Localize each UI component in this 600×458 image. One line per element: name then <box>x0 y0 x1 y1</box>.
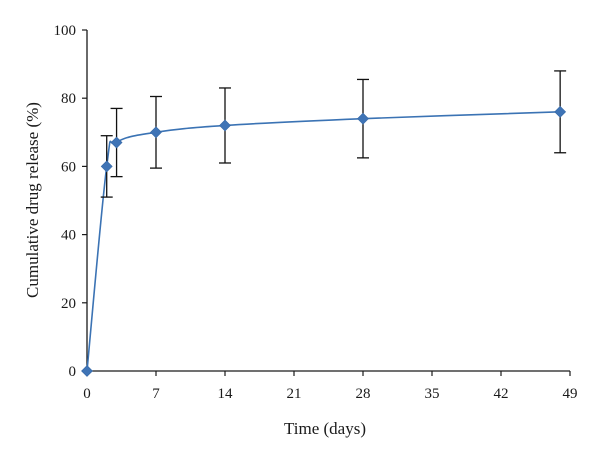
y-tick-label: 80 <box>61 91 76 107</box>
data-point <box>81 365 93 377</box>
y-axis-label: Cumulative drug release (%) <box>23 102 42 298</box>
x-tick-label: 42 <box>494 386 509 402</box>
x-tick-label: 28 <box>356 386 371 402</box>
x-axis-label: Time (days) <box>284 419 366 438</box>
data-point <box>357 112 369 125</box>
x-tick-label: 35 <box>425 386 440 402</box>
axes <box>86 30 570 372</box>
series-line <box>86 111 561 372</box>
y-tick-label: 40 <box>61 228 76 244</box>
y-tick-label: 60 <box>61 159 76 175</box>
data-point <box>150 126 162 139</box>
y-tick-label: 100 <box>54 23 77 39</box>
x-tick-label: 49 <box>563 386 578 402</box>
x-ticks: 0 7 14 21 28 35 42 49 <box>83 371 578 402</box>
x-tick-label: 21 <box>287 386 302 402</box>
x-tick-label: 14 <box>218 386 234 402</box>
y-ticks: 0 20 40 60 80 100 <box>54 23 87 380</box>
x-tick-label: 0 <box>83 386 91 402</box>
data-point <box>100 160 113 173</box>
data-point <box>110 136 123 149</box>
plot-area <box>81 70 567 377</box>
axis-frame <box>86 30 570 372</box>
y-tick-label: 20 <box>61 296 76 312</box>
x-tick-label: 7 <box>152 386 160 402</box>
data-point <box>554 105 567 118</box>
y-tick-label: 0 <box>69 364 77 380</box>
data-point <box>219 119 231 132</box>
